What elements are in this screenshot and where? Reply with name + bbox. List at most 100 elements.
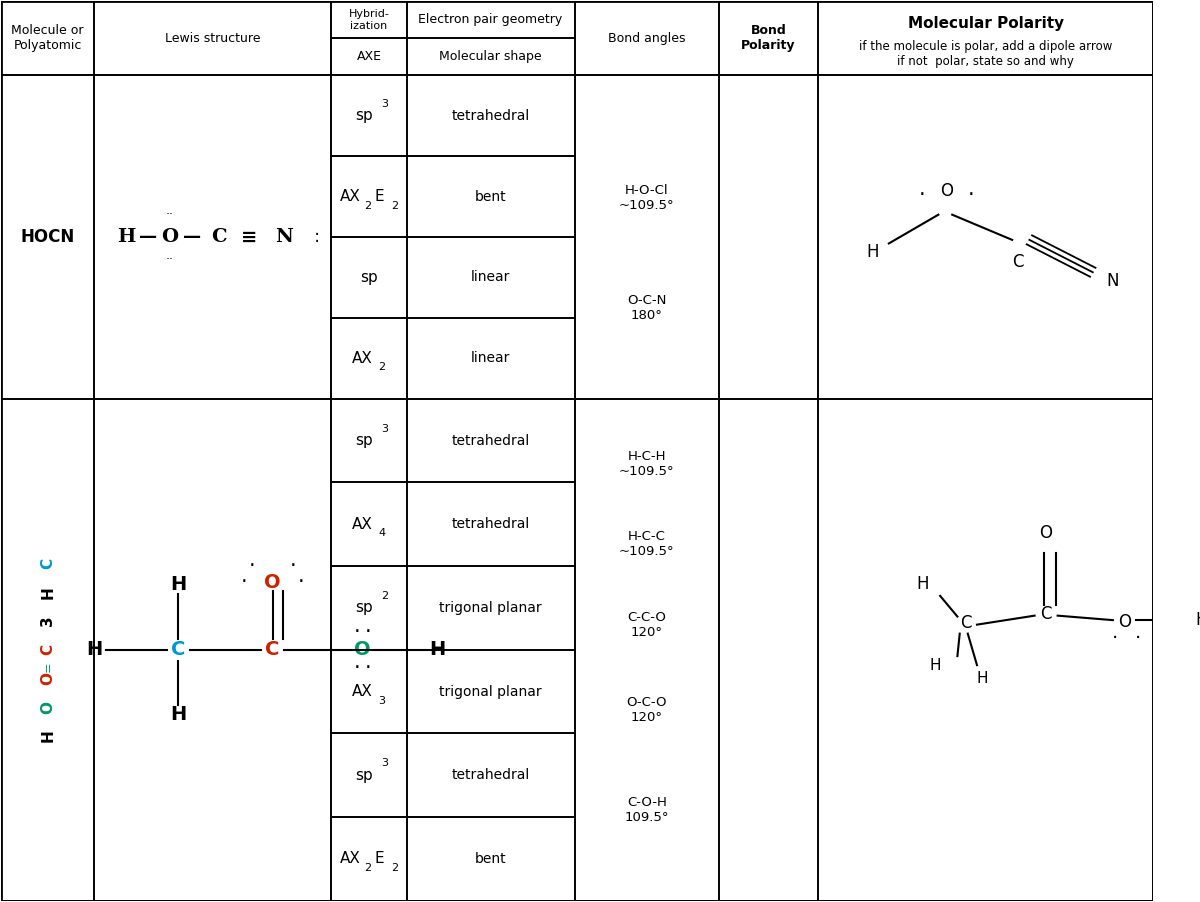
- Text: bent: bent: [475, 851, 506, 866]
- Text: Bond
Polarity: Bond Polarity: [742, 24, 796, 52]
- Text: 2: 2: [382, 591, 389, 602]
- Text: Bond angles: Bond angles: [608, 32, 685, 45]
- Text: AX: AX: [340, 189, 361, 204]
- Text: C-O-H
109.5°: C-O-H 109.5°: [625, 796, 670, 824]
- Bar: [407, 399, 575, 483]
- Bar: [1, 2, 94, 75]
- Text: H: H: [917, 575, 929, 594]
- Bar: [407, 38, 575, 75]
- Bar: [331, 733, 407, 817]
- Text: 3: 3: [382, 759, 389, 769]
- Bar: [575, 2, 719, 75]
- Text: linear: linear: [470, 352, 510, 365]
- Text: 3: 3: [382, 424, 389, 434]
- Bar: [575, 75, 719, 399]
- Text: E: E: [374, 189, 384, 204]
- Bar: [331, 399, 407, 483]
- Text: O: O: [162, 228, 179, 246]
- Text: H-O-Cl
~109.5°: H-O-Cl ~109.5°: [619, 184, 674, 212]
- Text: Molecular Polarity: Molecular Polarity: [907, 16, 1063, 31]
- Bar: [94, 2, 331, 75]
- Bar: [407, 318, 575, 399]
- Bar: [719, 75, 817, 399]
- Text: ·: ·: [365, 658, 372, 677]
- Text: C: C: [211, 228, 227, 246]
- Text: AX: AX: [352, 351, 372, 366]
- Text: 3: 3: [378, 695, 385, 705]
- Text: C: C: [265, 640, 280, 659]
- Text: E: E: [374, 851, 384, 866]
- Bar: [407, 649, 575, 733]
- Text: HOCN: HOCN: [20, 228, 74, 246]
- Text: H: H: [86, 640, 102, 659]
- Bar: [575, 399, 719, 900]
- Text: linear: linear: [470, 271, 510, 284]
- Text: O: O: [1039, 524, 1052, 542]
- Text: C: C: [41, 644, 55, 655]
- Text: ·: ·: [240, 572, 247, 593]
- Bar: [331, 38, 407, 75]
- Text: ≡: ≡: [241, 227, 258, 246]
- Text: H: H: [170, 575, 186, 594]
- Bar: [94, 399, 331, 900]
- Text: tetrahedral: tetrahedral: [451, 769, 529, 782]
- Text: tetrahedral: tetrahedral: [451, 517, 529, 531]
- Text: ·: ·: [354, 658, 360, 677]
- Text: 3: 3: [41, 616, 55, 626]
- Bar: [1, 75, 94, 399]
- Bar: [331, 2, 407, 38]
- Text: O-C-O
120°: O-C-O 120°: [626, 696, 667, 724]
- Text: Lewis structure: Lewis structure: [164, 32, 260, 45]
- Text: ·: ·: [967, 185, 974, 205]
- Text: C-C-O
120°: C-C-O 120°: [628, 611, 666, 639]
- Text: =: =: [41, 662, 54, 672]
- Bar: [817, 399, 1153, 900]
- Bar: [407, 733, 575, 817]
- Text: ·: ·: [248, 557, 256, 576]
- Bar: [331, 649, 407, 733]
- Text: 2: 2: [365, 200, 372, 210]
- Bar: [407, 566, 575, 649]
- Text: C: C: [170, 640, 185, 659]
- Text: O: O: [1118, 613, 1130, 630]
- Text: O-C-N
180°: O-C-N 180°: [628, 294, 666, 322]
- Bar: [331, 483, 407, 566]
- Text: Molecule or
Polyatomic: Molecule or Polyatomic: [12, 24, 84, 52]
- Text: ·: ·: [1135, 629, 1141, 648]
- Text: trigonal planar: trigonal planar: [439, 601, 542, 615]
- Text: 2: 2: [365, 863, 372, 873]
- Text: H: H: [930, 658, 941, 673]
- Bar: [331, 75, 407, 156]
- Text: sp: sp: [355, 601, 373, 615]
- Text: 2: 2: [378, 363, 385, 373]
- Bar: [331, 318, 407, 399]
- Text: sp: sp: [355, 768, 373, 783]
- Text: 4: 4: [378, 529, 385, 538]
- Text: —: —: [139, 228, 157, 246]
- Bar: [331, 237, 407, 318]
- Text: C: C: [1040, 605, 1052, 623]
- Bar: [817, 75, 1153, 399]
- Text: C: C: [41, 557, 55, 569]
- Text: N: N: [275, 228, 293, 246]
- Bar: [1, 399, 94, 900]
- Text: 2: 2: [391, 200, 398, 210]
- Bar: [94, 75, 331, 399]
- Bar: [817, 2, 1153, 75]
- Text: C: C: [1012, 253, 1024, 272]
- Bar: [407, 483, 575, 566]
- Text: sp: sp: [355, 433, 373, 448]
- Bar: [407, 75, 575, 156]
- Text: ··: ··: [166, 253, 174, 266]
- Text: AXE: AXE: [356, 51, 382, 63]
- Text: ·: ·: [365, 621, 372, 641]
- Text: trigonal planar: trigonal planar: [439, 685, 542, 698]
- Text: H-C-C
~109.5°: H-C-C ~109.5°: [619, 530, 674, 558]
- Text: H: H: [430, 640, 445, 659]
- Bar: [407, 156, 575, 237]
- Text: sp: sp: [355, 108, 373, 123]
- Text: ··: ··: [166, 208, 174, 221]
- Text: ·: ·: [919, 185, 925, 205]
- Text: H: H: [118, 228, 136, 246]
- Text: AX: AX: [340, 851, 361, 866]
